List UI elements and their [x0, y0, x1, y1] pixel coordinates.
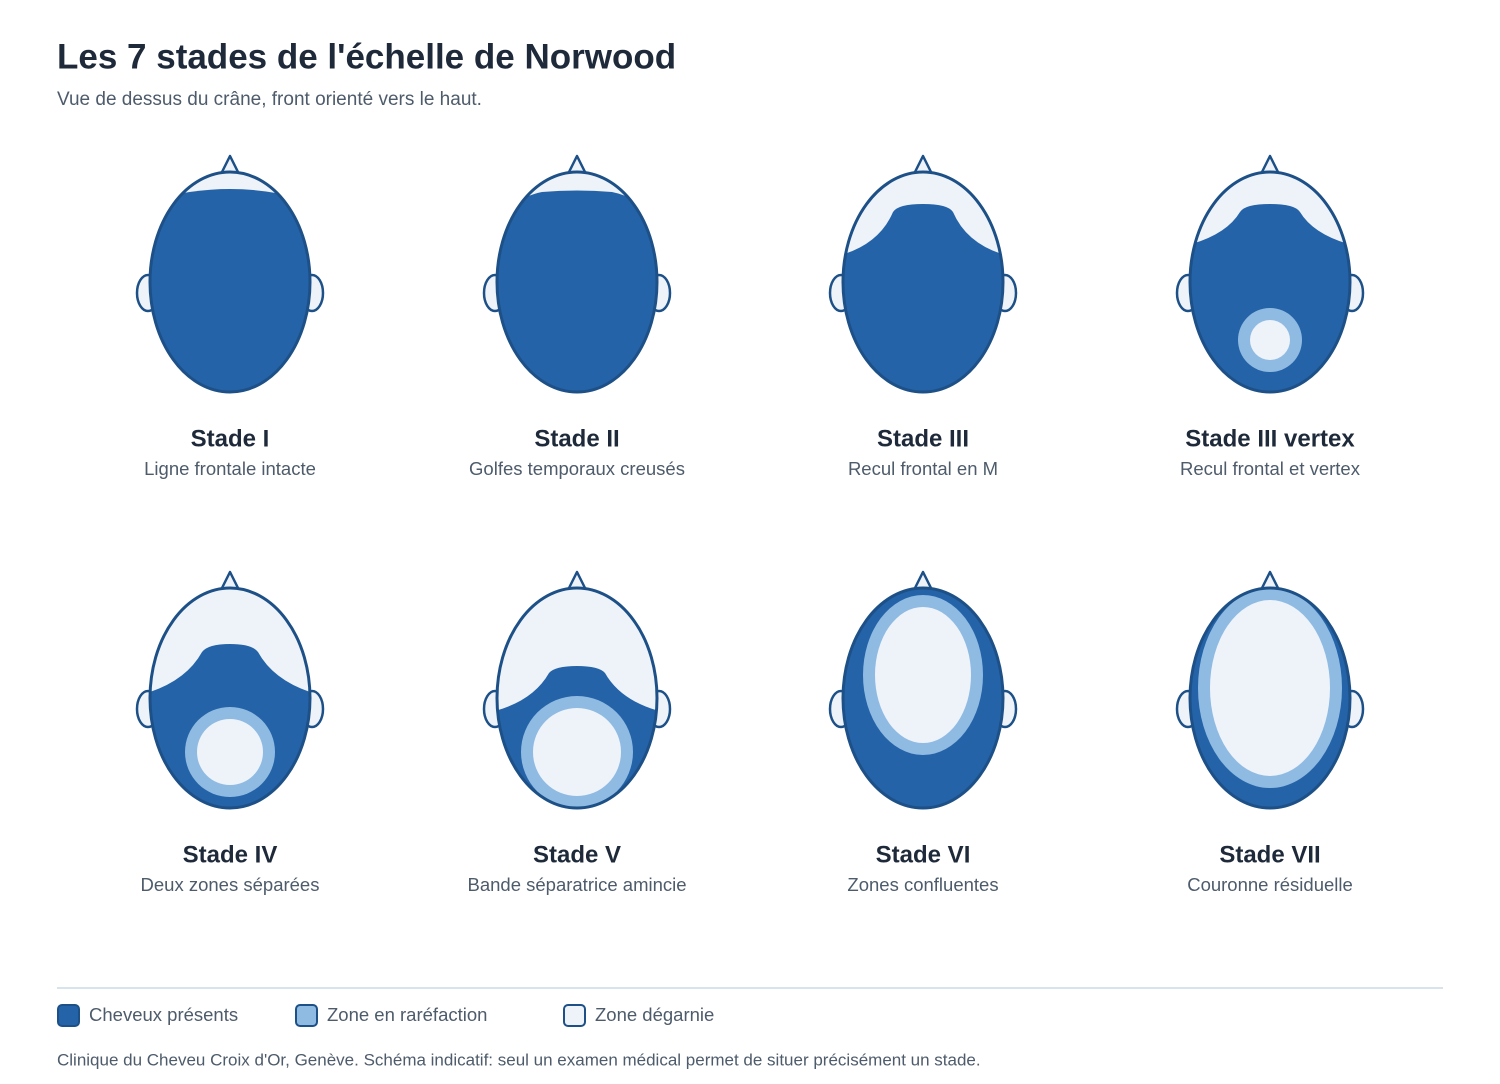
- hair-group: [1190, 588, 1350, 808]
- stage-name: Stade III: [877, 425, 969, 452]
- head-outline: [148, 586, 312, 810]
- legend-label: Cheveux présents: [89, 1004, 238, 1025]
- hair: [1190, 204, 1350, 392]
- stage-description: Recul frontal et vertex: [1180, 458, 1361, 479]
- stage-description: Ligne frontale intacte: [144, 458, 316, 479]
- hair: [843, 204, 1003, 392]
- stage: Stade III Recul frontal en M: [828, 154, 1018, 479]
- hair-group: [497, 190, 657, 392]
- stage-description: Deux zones séparées: [141, 874, 320, 895]
- hair-group: [843, 204, 1003, 392]
- bald-zone: [197, 719, 263, 785]
- stages: Stade I Ligne frontale intacte Stade II Gol…: [135, 154, 1365, 895]
- hair-group: [150, 644, 310, 808]
- title: Les 7 stades de l'échelle de Norwood: [57, 37, 676, 76]
- stage-name: Stade I: [191, 425, 270, 452]
- stage: Stade III vertex Recul frontal et vertex: [1175, 154, 1365, 479]
- legend-label: Zone dégarnie: [595, 1004, 714, 1025]
- head-outline: [841, 170, 1005, 394]
- stage-name: Stade V: [533, 841, 621, 868]
- head-outline: [495, 586, 659, 810]
- stage: Stade I Ligne frontale intacte: [135, 154, 325, 479]
- head-outline: [1188, 586, 1352, 810]
- stage: Stade VII Couronne résiduelle: [1175, 570, 1365, 895]
- stage-description: Zones confluentes: [847, 874, 998, 895]
- legend-swatch: [295, 1004, 318, 1027]
- bald-zone: [1210, 600, 1330, 776]
- bald-zone: [533, 708, 621, 796]
- stage: Stade II Golfes temporaux creusés: [469, 154, 685, 479]
- stage-description: Bande séparatrice amincie: [467, 874, 686, 895]
- legend-swatch: [57, 1004, 80, 1027]
- stage: Stade VI Zones confluentes: [828, 570, 1018, 895]
- bald-zone: [1250, 320, 1290, 360]
- stage-name: Stade IV: [183, 841, 278, 868]
- hair-group: [1190, 204, 1350, 392]
- hair: [497, 190, 657, 392]
- stage-name: Stade III vertex: [1185, 425, 1355, 452]
- legend-label: Zone en raréfaction: [327, 1004, 487, 1025]
- stage-name: Stade VII: [1219, 841, 1320, 868]
- legend: Cheveux présents Zone en raréfaction Zone …: [57, 1004, 714, 1027]
- subtitle: Vue de dessus du crâne, front orienté ve…: [57, 89, 482, 110]
- legend-swatch: [563, 1004, 586, 1027]
- hair-group: [150, 189, 310, 392]
- bald-zone: [875, 607, 971, 743]
- hair-group: [843, 588, 1003, 808]
- stage-description: Golfes temporaux creusés: [469, 458, 685, 479]
- stage-description: Recul frontal en M: [848, 458, 998, 479]
- hair: [150, 189, 310, 392]
- head-outline: [1188, 170, 1352, 394]
- footnote: Clinique du Cheveu Croix d'Or, Genève. S…: [57, 1050, 981, 1069]
- head-outline: [841, 586, 1005, 810]
- head-outline: [495, 170, 659, 394]
- stage-name: Stade II: [534, 425, 619, 452]
- stage: Stade V Bande séparatrice amincie: [467, 570, 687, 895]
- stage-name: Stade VI: [876, 841, 971, 868]
- head-outline: [148, 170, 312, 394]
- stage-description: Couronne résiduelle: [1187, 874, 1353, 895]
- hair-group: [497, 666, 657, 808]
- stage: Stade IV Deux zones séparées: [135, 570, 325, 895]
